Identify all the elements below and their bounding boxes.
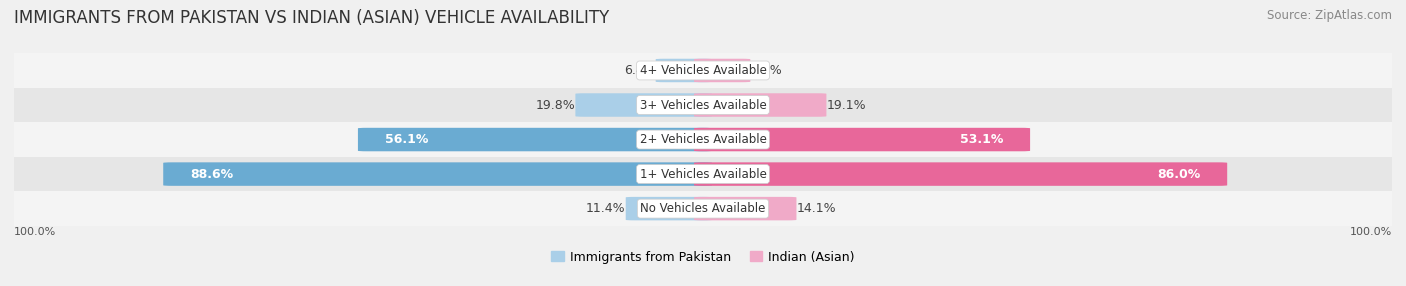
- FancyBboxPatch shape: [695, 162, 1227, 186]
- FancyBboxPatch shape: [695, 93, 827, 117]
- Bar: [14, 88, 1392, 122]
- Text: 14.1%: 14.1%: [796, 202, 837, 215]
- Legend: Immigrants from Pakistan, Indian (Asian): Immigrants from Pakistan, Indian (Asian): [546, 246, 860, 269]
- Text: 53.1%: 53.1%: [960, 133, 1002, 146]
- Text: 6.4%: 6.4%: [751, 64, 782, 77]
- FancyBboxPatch shape: [695, 197, 796, 220]
- Text: 2+ Vehicles Available: 2+ Vehicles Available: [640, 133, 766, 146]
- Bar: [14, 157, 1392, 191]
- Bar: [14, 53, 1392, 88]
- FancyBboxPatch shape: [163, 162, 711, 186]
- FancyBboxPatch shape: [359, 128, 711, 151]
- Bar: [14, 191, 1392, 226]
- Text: 86.0%: 86.0%: [1157, 168, 1201, 180]
- Text: No Vehicles Available: No Vehicles Available: [640, 202, 766, 215]
- FancyBboxPatch shape: [575, 93, 711, 117]
- Text: 1+ Vehicles Available: 1+ Vehicles Available: [640, 168, 766, 180]
- FancyBboxPatch shape: [695, 128, 1031, 151]
- Text: 100.0%: 100.0%: [1350, 227, 1392, 237]
- Text: IMMIGRANTS FROM PAKISTAN VS INDIAN (ASIAN) VEHICLE AVAILABILITY: IMMIGRANTS FROM PAKISTAN VS INDIAN (ASIA…: [14, 9, 609, 27]
- Text: 19.8%: 19.8%: [536, 98, 575, 112]
- FancyBboxPatch shape: [655, 59, 711, 82]
- Text: 56.1%: 56.1%: [385, 133, 429, 146]
- FancyBboxPatch shape: [695, 59, 751, 82]
- Bar: [14, 122, 1392, 157]
- Text: 3+ Vehicles Available: 3+ Vehicles Available: [640, 98, 766, 112]
- Text: 4+ Vehicles Available: 4+ Vehicles Available: [640, 64, 766, 77]
- Text: 6.4%: 6.4%: [624, 64, 655, 77]
- Text: Source: ZipAtlas.com: Source: ZipAtlas.com: [1267, 9, 1392, 21]
- Text: 100.0%: 100.0%: [14, 227, 56, 237]
- FancyBboxPatch shape: [626, 197, 711, 220]
- Text: 11.4%: 11.4%: [586, 202, 626, 215]
- Text: 88.6%: 88.6%: [190, 168, 233, 180]
- Text: 19.1%: 19.1%: [827, 98, 866, 112]
